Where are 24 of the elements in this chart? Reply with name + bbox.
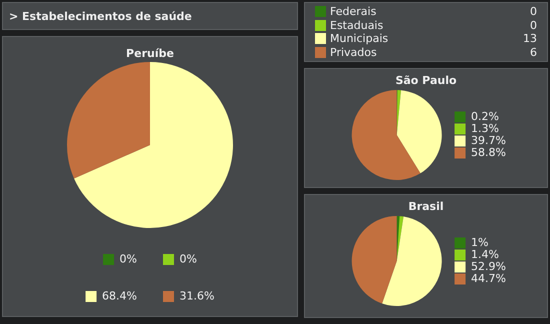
category-label: Estaduais [330, 18, 384, 32]
data-label: 0 [530, 5, 537, 18]
data-label: 0 [530, 18, 537, 32]
text: > Estabelecimentos de saúde [3, 3, 297, 30]
category-label: Federais [330, 5, 378, 18]
legend-label: 0.2% [471, 110, 500, 123]
legend-label: 1% [471, 236, 489, 249]
category-label: Municipais [330, 32, 390, 46]
chart-title: Peruíbe [126, 47, 174, 60]
legend-label: 68.4% [102, 289, 138, 302]
chart-title: São Paulo [395, 74, 457, 87]
category-label: Privados [330, 46, 378, 59]
legend-label: 58.8% [471, 146, 506, 159]
legend-label: 52.9% [471, 260, 506, 273]
chart-title: Brasil [408, 200, 444, 213]
legend-label: 39.7% [471, 134, 506, 147]
legend-label: 0% [180, 252, 197, 266]
legend-label: 1.3% [471, 122, 500, 135]
data-label: 13 [523, 32, 537, 46]
legend-label: 31.6% [180, 289, 214, 302]
data-label: 6 [530, 46, 537, 59]
legend-label: 1.4% [471, 248, 500, 261]
legend-label: 0% [120, 252, 137, 266]
legend-label: 44.7% [471, 272, 506, 285]
